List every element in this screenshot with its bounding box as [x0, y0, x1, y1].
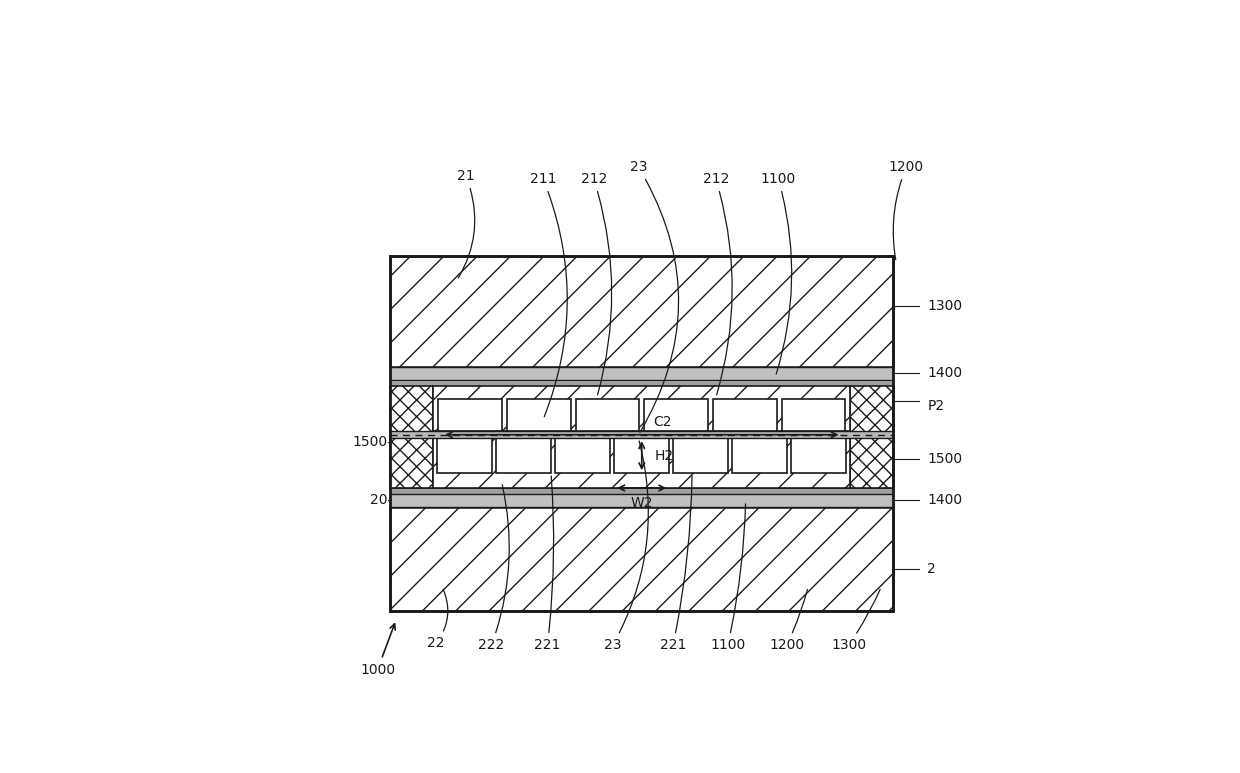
Bar: [391, 257, 893, 366]
Bar: [645, 400, 708, 431]
Text: 211: 211: [529, 172, 567, 417]
Text: 1300: 1300: [831, 589, 880, 652]
Text: 221: 221: [660, 476, 692, 652]
Bar: [433, 386, 851, 431]
Text: 1100: 1100: [760, 172, 796, 374]
Text: 1300: 1300: [928, 299, 962, 313]
Bar: [507, 400, 570, 431]
Text: 20: 20: [370, 493, 387, 508]
Text: 1100: 1100: [711, 504, 745, 652]
Text: 1200: 1200: [889, 160, 924, 260]
Text: 221: 221: [534, 476, 560, 652]
Bar: [438, 400, 502, 431]
Bar: [496, 438, 551, 473]
Bar: [781, 400, 846, 431]
Bar: [391, 488, 893, 494]
Text: 1200: 1200: [769, 590, 807, 652]
Text: 212: 212: [580, 172, 611, 395]
Bar: [438, 438, 492, 473]
Text: 1400: 1400: [928, 366, 962, 380]
Text: W2: W2: [630, 495, 653, 510]
Text: 21: 21: [458, 169, 475, 278]
Text: 22: 22: [428, 589, 448, 650]
Bar: [391, 366, 893, 380]
Text: P2: P2: [928, 399, 945, 413]
Bar: [391, 494, 893, 507]
Bar: [391, 507, 893, 611]
Bar: [433, 438, 851, 488]
Bar: [614, 438, 670, 473]
Text: H2: H2: [655, 448, 675, 463]
Bar: [556, 438, 610, 473]
Text: 1400: 1400: [928, 493, 962, 508]
Text: 222: 222: [479, 485, 510, 652]
Bar: [391, 257, 893, 611]
Text: 1000: 1000: [361, 663, 396, 677]
Bar: [673, 438, 728, 473]
Bar: [575, 400, 640, 431]
Bar: [391, 380, 893, 386]
Text: 212: 212: [703, 172, 733, 395]
Bar: [391, 386, 433, 488]
Text: 2: 2: [928, 562, 936, 576]
Text: 23: 23: [604, 441, 649, 652]
Bar: [713, 400, 776, 431]
Text: C2: C2: [653, 414, 672, 429]
Bar: [733, 438, 787, 473]
Bar: [391, 386, 893, 488]
Text: 1500: 1500: [928, 452, 962, 466]
Text: 23: 23: [630, 160, 678, 432]
Bar: [791, 438, 846, 473]
Bar: [851, 386, 893, 488]
Bar: [391, 431, 893, 438]
Text: 1500: 1500: [352, 435, 387, 449]
